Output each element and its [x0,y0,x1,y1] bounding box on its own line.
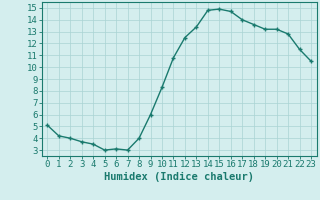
X-axis label: Humidex (Indice chaleur): Humidex (Indice chaleur) [104,172,254,182]
